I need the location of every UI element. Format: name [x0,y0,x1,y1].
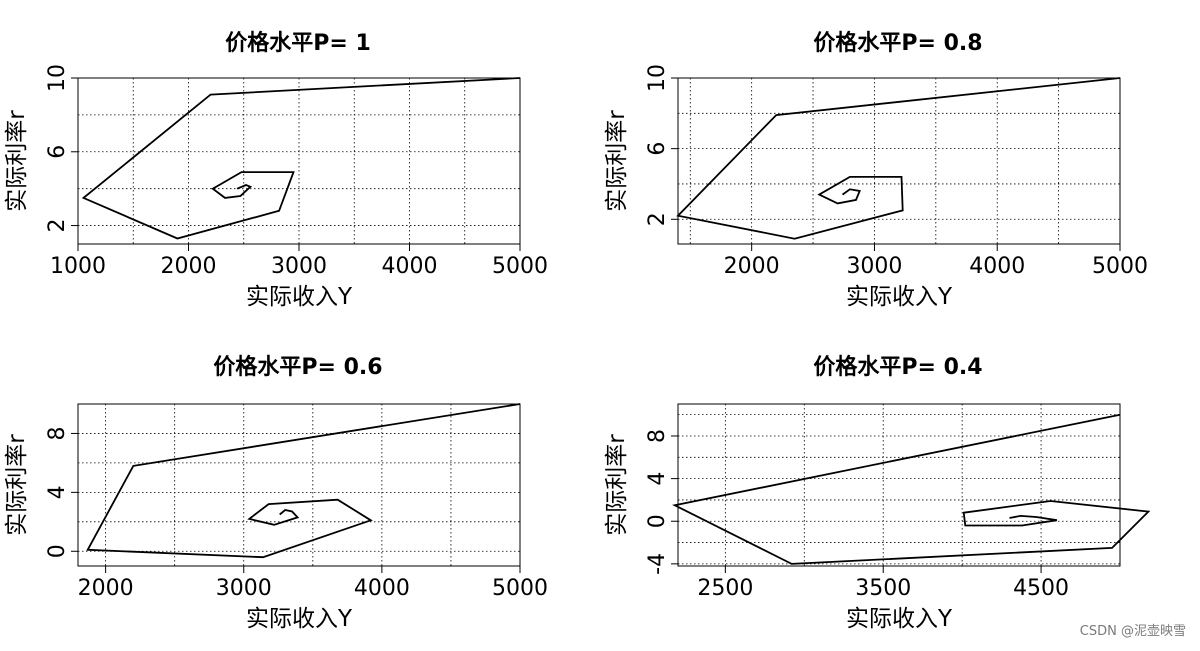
chart-title: 价格水平P= 1 [225,30,371,56]
plot-frame [77,403,521,567]
x-tick-label: 2000 [724,254,780,279]
y-tick-label: 8 [645,429,670,443]
chart-panel-3: 2000 3000 4000 5000 0 4 8 价格水平P= 0.6 实际收入Y 实际利率r [4,354,548,632]
x-tick-label: 5000 [1092,254,1148,279]
x-tick-label: 4000 [382,254,438,279]
x-tick-label: 3500 [855,576,911,601]
y-axis-label: 实际利率r [604,110,630,212]
x-tick-label: 4000 [969,254,1025,279]
series-line [86,403,521,559]
y-tick-label: 0 [45,544,70,558]
x-tick-label: 4000 [354,576,410,601]
chart-panel-2: 2000 3000 4000 5000 2 6 10 价格水平P= 0.8 实际收入Y 实际利率r [604,30,1148,310]
y-axis-label: 实际利率r [604,434,630,536]
y-tick-label: 0 [645,514,670,528]
x-axis-label: 实际收入Y [246,606,353,632]
x-axis-label: 实际收入Y [846,606,953,632]
x-tick-label: 2000 [78,576,134,601]
x-tick-label: 5000 [492,254,548,279]
chart-panel-1: 1000 2000 3000 4000 5000 2 6 10 价格水平P= 1 实际收入Y 实际利… [4,30,548,310]
chart-title: 价格水平P= 0.8 [813,30,982,56]
chart-panel-4: 2500 3500 4500 -4 0 4 8 价格水平P= 0.4 实际收入Y 实际利率r [604,354,1151,632]
y-axis-label: 实际利率r [4,434,30,536]
y-tick-label: 4 [45,485,70,499]
y-tick-label: 10 [645,64,670,92]
x-tick-label: 2000 [161,254,217,279]
x-tick-label: 3000 [271,254,327,279]
x-tick-label: 3000 [216,576,272,601]
series-line [81,77,521,240]
y-tick-label: 8 [45,426,70,440]
series-line [676,77,1121,240]
y-tick-label: 6 [645,142,670,156]
chart-title: 价格水平P= 0.4 [813,354,982,380]
y-tick-label: 2 [645,212,670,226]
y-tick-label: -4 [645,553,670,575]
y-tick-label: 2 [45,219,70,233]
y-axis-label: 实际利率r [4,110,30,212]
plot-frame [677,77,1121,245]
y-tick-label: 6 [45,145,70,159]
x-tick-label: 2500 [697,576,753,601]
x-tick-label: 4500 [1013,576,1069,601]
watermark-text: CSDN @泥壶映雪 [1079,624,1186,639]
y-tick-label: 4 [645,472,670,486]
x-tick-label: 3000 [846,254,902,279]
x-axis-label: 实际收入Y [846,284,953,310]
plot-frame [677,403,1121,567]
x-tick-label: 5000 [492,576,548,601]
series-line [672,413,1151,565]
x-axis-label: 实际收入Y [246,284,353,310]
chart-title: 价格水平P= 0.6 [213,354,382,380]
y-tick-label: 10 [45,64,70,92]
x-tick-label: 1000 [50,254,106,279]
